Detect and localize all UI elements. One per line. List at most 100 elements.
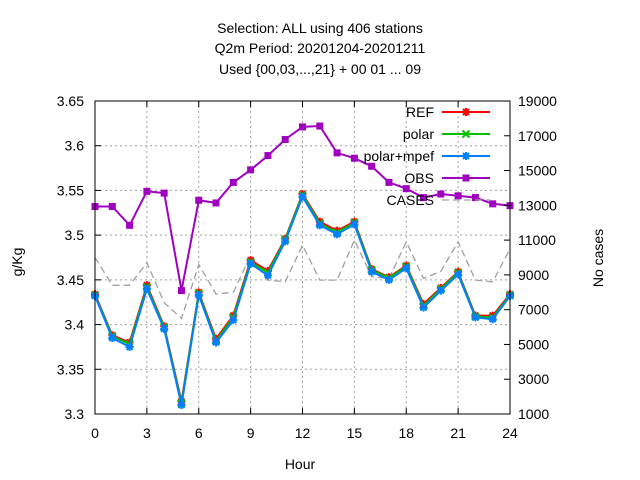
legend-entry: polar xyxy=(403,126,490,142)
legend-label: CASES xyxy=(387,192,434,208)
y2-tick-label: 9000 xyxy=(518,267,549,283)
y2-tick-label: 13000 xyxy=(518,197,557,213)
y-tick-label: 3.55 xyxy=(57,182,84,198)
x-tick-label: 12 xyxy=(295,425,311,441)
legend-marker xyxy=(462,174,470,182)
data-point xyxy=(194,291,203,300)
y-tick-label: 3.35 xyxy=(57,361,84,377)
y2-tick-label: 5000 xyxy=(518,336,549,352)
data-point xyxy=(350,220,359,229)
data-point xyxy=(471,313,480,322)
series-obs xyxy=(91,122,514,295)
legend-marker xyxy=(462,152,470,160)
data-point xyxy=(142,284,151,293)
legend-label: polar xyxy=(403,126,434,142)
data-point xyxy=(264,152,272,160)
legend-label: OBS xyxy=(404,170,434,186)
data-point xyxy=(315,221,324,230)
data-point xyxy=(402,264,411,273)
series-layer xyxy=(90,122,515,410)
legend-marker xyxy=(461,129,471,139)
data-point xyxy=(143,187,151,195)
legend: REF polar polar+mpef OBS CASES xyxy=(364,104,490,208)
y-tick-label: 3.3 xyxy=(65,406,85,422)
data-point xyxy=(229,178,237,186)
data-point xyxy=(263,271,272,280)
legend-entry: CASES xyxy=(387,192,490,208)
x-tick-label: 24 xyxy=(502,425,518,441)
y-tick-label: 3.5 xyxy=(65,227,85,243)
data-point xyxy=(125,342,134,351)
data-point xyxy=(333,149,341,157)
data-point xyxy=(281,237,290,246)
y2-tick-label: 17000 xyxy=(518,128,557,144)
data-point xyxy=(212,199,220,207)
x-tick-label: 15 xyxy=(347,425,363,441)
data-point xyxy=(367,267,376,276)
x-axis-label: Hour xyxy=(285,456,316,472)
legend-label: polar+mpef xyxy=(364,148,435,164)
series-line xyxy=(95,124,511,291)
x-tick-label: 3 xyxy=(143,425,151,441)
y2-tick-label: 11000 xyxy=(518,232,556,248)
data-point xyxy=(246,259,255,268)
data-point xyxy=(126,221,134,229)
x-tick-label: 0 xyxy=(91,425,99,441)
grid-lines xyxy=(95,101,510,414)
series-polar xyxy=(90,190,515,408)
y2-axis-label: No cases xyxy=(590,229,606,287)
legend-label: REF xyxy=(406,104,434,120)
data-point xyxy=(108,333,117,342)
data-point xyxy=(333,230,342,239)
data-point xyxy=(419,303,428,312)
legend-entry: OBS xyxy=(404,170,490,186)
series-line xyxy=(94,238,511,320)
data-point xyxy=(454,192,462,200)
data-point xyxy=(437,190,445,198)
y2-tick-label: 3000 xyxy=(518,371,549,387)
chart-title-line-2: Q2m Period: 20201204-20201211 xyxy=(214,40,426,56)
y2-tick-label: 1000 xyxy=(518,406,549,422)
data-point xyxy=(247,166,255,174)
data-point xyxy=(195,196,203,204)
legend-entry: REF xyxy=(406,104,490,120)
data-point xyxy=(384,275,393,284)
data-point xyxy=(368,162,376,170)
chart-title-line-3: Used {00,03,...,21} + 00 01 ... 09 xyxy=(219,61,421,77)
data-point xyxy=(436,286,445,295)
legend-marker xyxy=(462,108,470,116)
y-tick-label: 3.45 xyxy=(57,272,84,288)
x-tick-label: 21 xyxy=(450,425,466,441)
data-point xyxy=(299,123,306,131)
data-point xyxy=(281,135,289,143)
y-axis-label: g/Kg xyxy=(9,248,25,277)
y-tick-label: 3.4 xyxy=(65,317,85,333)
data-point xyxy=(420,194,428,202)
data-point xyxy=(454,270,463,279)
data-point xyxy=(177,287,185,295)
data-point xyxy=(471,194,479,202)
data-point xyxy=(160,325,169,334)
y2-tick-label: 19000 xyxy=(518,93,557,109)
x-tick-label: 9 xyxy=(247,425,255,441)
data-point xyxy=(402,185,410,193)
data-point xyxy=(298,192,307,201)
x-tick-label: 6 xyxy=(195,425,203,441)
data-point xyxy=(316,122,324,130)
data-point xyxy=(489,200,497,208)
data-point xyxy=(488,315,497,324)
y-tick-label: 3.65 xyxy=(57,93,84,109)
y2-tick-label: 7000 xyxy=(518,302,549,318)
axis-ticks: 0 3 6 9 12 15 18 21 24 3.3 3.35 3.4 3.45 3.5 3.55 3.6 3.… xyxy=(57,93,557,441)
y-tick-label: 3.6 xyxy=(65,138,85,154)
x-tick-label: 18 xyxy=(398,425,414,441)
legend-entry: polar+mpef xyxy=(364,148,490,164)
series-polar-mpef xyxy=(91,192,514,410)
chart-title-line-1: Selection: ALL using 406 stations xyxy=(217,20,423,36)
data-point xyxy=(108,203,116,211)
data-point xyxy=(212,338,221,347)
data-point xyxy=(350,154,358,162)
series-cases xyxy=(94,238,511,320)
data-point xyxy=(229,316,238,325)
